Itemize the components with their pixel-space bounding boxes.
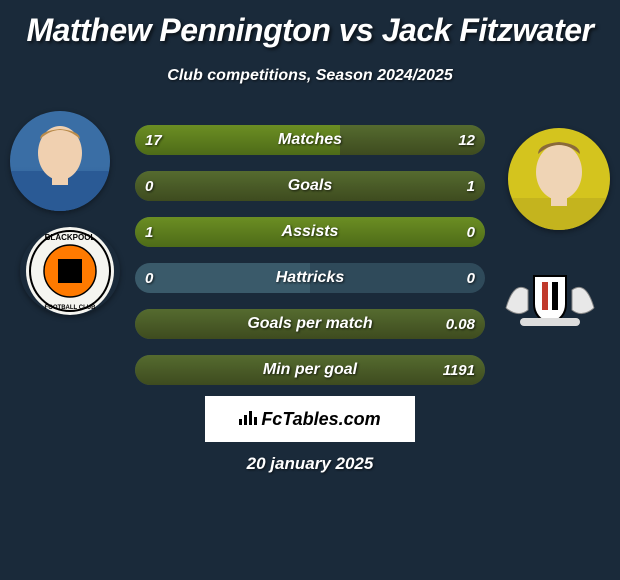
bar-value-right: 12 [458,125,475,155]
stat-bar-hattricks: Hattricks0 0 [135,263,485,293]
bar-label: Goals per match [135,309,485,339]
club-left-badge: BLACKPOOL FOOTBALL CLUB [20,227,120,315]
player-left-avatar [10,111,110,211]
player-left-photo [10,111,110,211]
club-right-badge-icon [500,260,600,330]
bar-value-left: 17 [145,125,162,155]
stat-bar-goals: Goals0 1 [135,171,485,201]
player-left-face-icon [10,111,110,211]
date-text: 20 january 2025 [0,454,620,474]
watermark-chart-icon [239,409,257,430]
page-title: Matthew Pennington vs Jack Fitzwater [0,0,620,49]
bar-value-left: 1 [145,217,153,247]
stat-bar-min-per-goal: Min per goal1191 [135,355,485,385]
bar-label: Matches [135,125,485,155]
watermark: FcTables.com [205,396,415,442]
stat-bar-assists: Assists1 0 [135,217,485,247]
club-right-badge [500,260,600,330]
bar-label: Min per goal [135,355,485,385]
player-right-photo [508,128,610,230]
bar-value-right: 1191 [443,355,475,385]
stat-bar-matches: Matches17 12 [135,125,485,155]
bar-value-left: 0 [145,263,153,293]
watermark-text: FcTables.com [261,409,380,430]
bar-label: Assists [135,217,485,247]
stats-bars: Matches1712Goals01Assists10Hattricks00Go… [135,125,485,401]
player-right-face-icon [508,128,610,230]
subtitle: Club competitions, Season 2024/2025 [0,67,620,85]
bar-value-right: 1 [467,171,475,201]
bar-value-right: 0 [467,217,475,247]
bar-label: Goals [135,171,485,201]
player-right-avatar [508,128,610,230]
bar-value-right: 0.08 [446,309,475,339]
bar-value-right: 0 [467,263,475,293]
club-left-badge-icon: BLACKPOOL FOOTBALL CLUB [20,227,120,315]
svg-text:BLACKPOOL: BLACKPOOL [45,233,96,242]
bar-value-left: 0 [145,171,153,201]
stat-bar-goals-per-match: Goals per match0.08 [135,309,485,339]
bar-label: Hattricks [135,263,485,293]
svg-text:FOOTBALL CLUB: FOOTBALL CLUB [45,305,97,311]
